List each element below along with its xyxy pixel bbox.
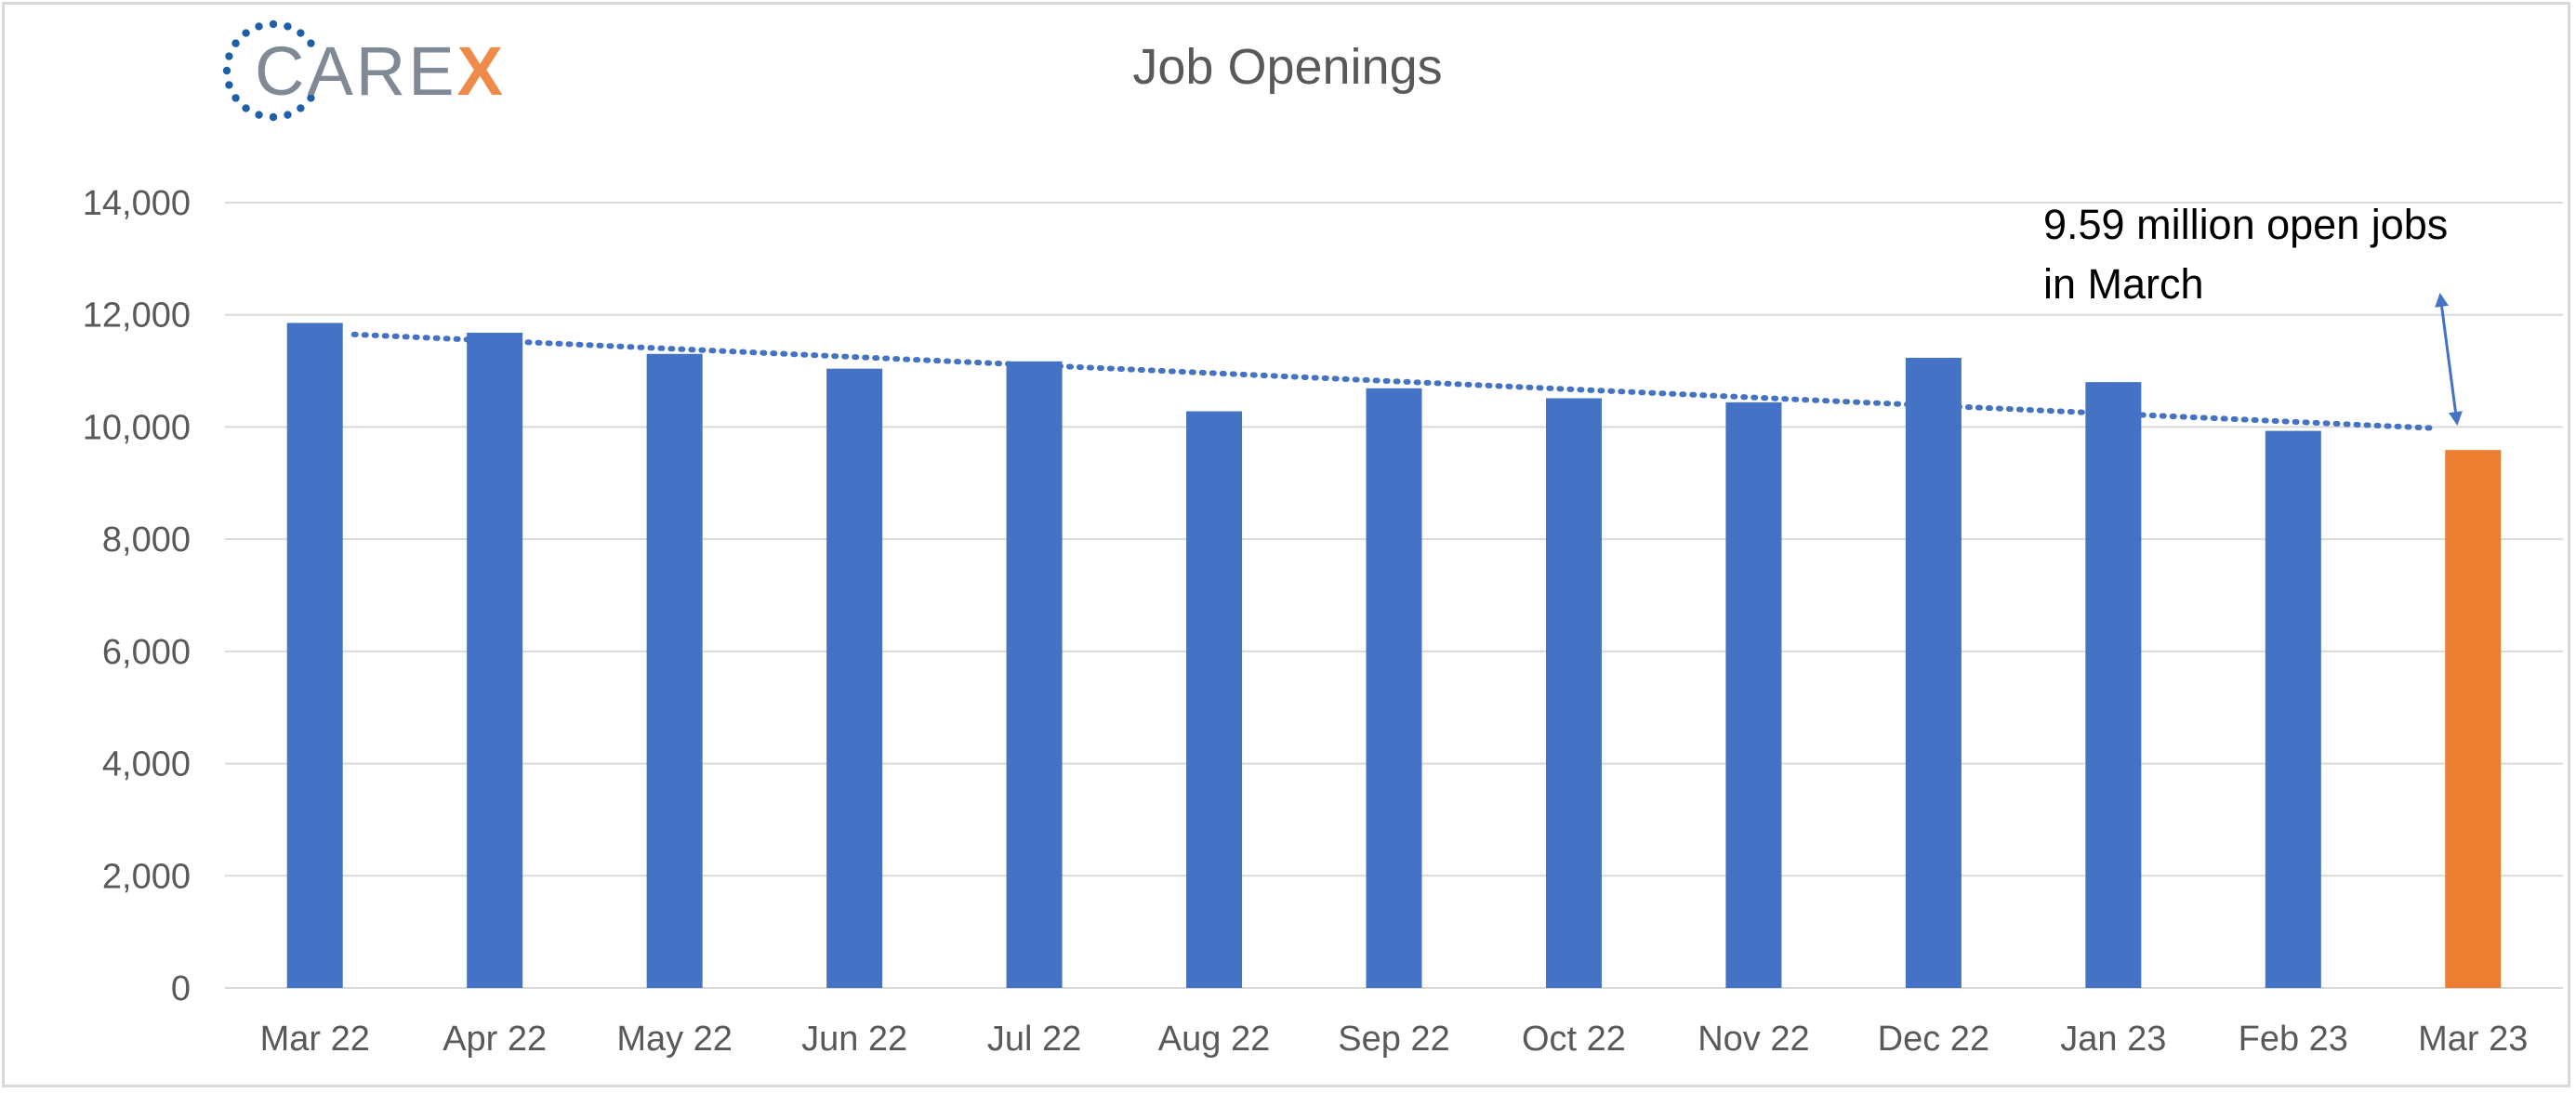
x-tick-label: Apr 22 bbox=[443, 1020, 547, 1059]
x-tick-label: Feb 23 bbox=[2239, 1020, 2348, 1059]
logo-dot bbox=[255, 111, 263, 119]
annotation-arrow-group bbox=[2435, 293, 2463, 426]
logo-text: CARE bbox=[255, 33, 457, 110]
bar-oct-22 bbox=[1545, 398, 1602, 988]
logo-dot bbox=[284, 111, 292, 119]
annotation-arrow bbox=[2435, 293, 2463, 426]
logo-dot bbox=[231, 94, 240, 102]
y-tick-label: 0 bbox=[171, 969, 191, 1008]
y-tick-label: 12,000 bbox=[83, 296, 191, 336]
logo-dot bbox=[225, 52, 233, 60]
logo-dot-ring bbox=[222, 20, 315, 122]
y-tick-label: 10,000 bbox=[83, 408, 191, 447]
bar-dec-22 bbox=[1905, 357, 1962, 988]
logo-dot bbox=[269, 112, 278, 122]
bar-mar-22 bbox=[286, 323, 343, 988]
logo-dot bbox=[222, 66, 231, 75]
y-tick-label: 4,000 bbox=[102, 745, 191, 784]
bars bbox=[286, 323, 2502, 989]
x-tick-label: Aug 22 bbox=[1158, 1020, 1270, 1059]
bar-apr-22 bbox=[467, 332, 523, 988]
logo-dot bbox=[307, 39, 315, 47]
logo-accent: X bbox=[456, 33, 506, 110]
x-tick-label: Mar 22 bbox=[260, 1020, 370, 1059]
bar-aug-22 bbox=[1186, 411, 1243, 988]
logo-dot bbox=[307, 94, 315, 102]
x-tick-label: Jun 22 bbox=[801, 1020, 907, 1059]
x-tick-label: Nov 22 bbox=[1698, 1020, 1809, 1059]
annotation-line-1: 9.59 million open jobs bbox=[2043, 201, 2449, 248]
x-tick-label: Sep 22 bbox=[1338, 1020, 1449, 1059]
x-tick-label: Oct 22 bbox=[1522, 1020, 1626, 1059]
y-tick-label: 2,000 bbox=[102, 857, 191, 896]
bar-jan-23 bbox=[2085, 382, 2142, 989]
y-tick-label: 8,000 bbox=[102, 520, 191, 560]
trendline bbox=[350, 331, 2437, 431]
logo-dot bbox=[297, 104, 305, 112]
logo-dot bbox=[231, 39, 240, 47]
chart-title: Job Openings bbox=[1132, 39, 1443, 95]
bar-sep-22 bbox=[1366, 388, 1422, 989]
bar-feb-23 bbox=[2265, 430, 2321, 988]
annotation-line-2: in March bbox=[2043, 260, 2204, 308]
logo-dot bbox=[297, 29, 305, 37]
logo-dot bbox=[269, 20, 278, 29]
x-tick-label: Mar 23 bbox=[2418, 1020, 2528, 1059]
bar-jun-22 bbox=[826, 368, 883, 989]
x-tick-label: Dec 22 bbox=[1878, 1020, 1989, 1059]
logo-dot bbox=[225, 81, 233, 89]
bar-mar-23 bbox=[2445, 450, 2502, 988]
trendline-group bbox=[350, 331, 2437, 431]
annotation-callout: 9.59 million open jobs in March bbox=[2043, 195, 2448, 314]
logo-wordmark: CAREX bbox=[255, 37, 506, 106]
carex-logo: CAREX bbox=[221, 17, 503, 128]
x-axis-ticks: Mar 22 Apr 22 May 22 Jun 22 Jul 22 Aug 22 Sep … bbox=[260, 1020, 2529, 1059]
y-axis-ticks: 0 2,000 4,000 6,000 8,000 10,000 12,000 14,000 bbox=[83, 184, 191, 1008]
bar-nov-22 bbox=[1725, 402, 1782, 988]
y-tick-label: 14,000 bbox=[83, 184, 191, 223]
logo-dot bbox=[242, 29, 250, 37]
bar-jul-22 bbox=[1006, 361, 1063, 989]
x-tick-label: Jul 22 bbox=[987, 1020, 1081, 1059]
x-tick-label: Jan 23 bbox=[2060, 1020, 2166, 1059]
x-tick-label: May 22 bbox=[616, 1020, 733, 1059]
y-tick-label: 6,000 bbox=[102, 633, 191, 672]
logo-dot bbox=[255, 22, 263, 31]
bar-may-22 bbox=[646, 353, 703, 988]
logo-dot bbox=[242, 104, 250, 112]
logo-dot bbox=[284, 22, 292, 31]
